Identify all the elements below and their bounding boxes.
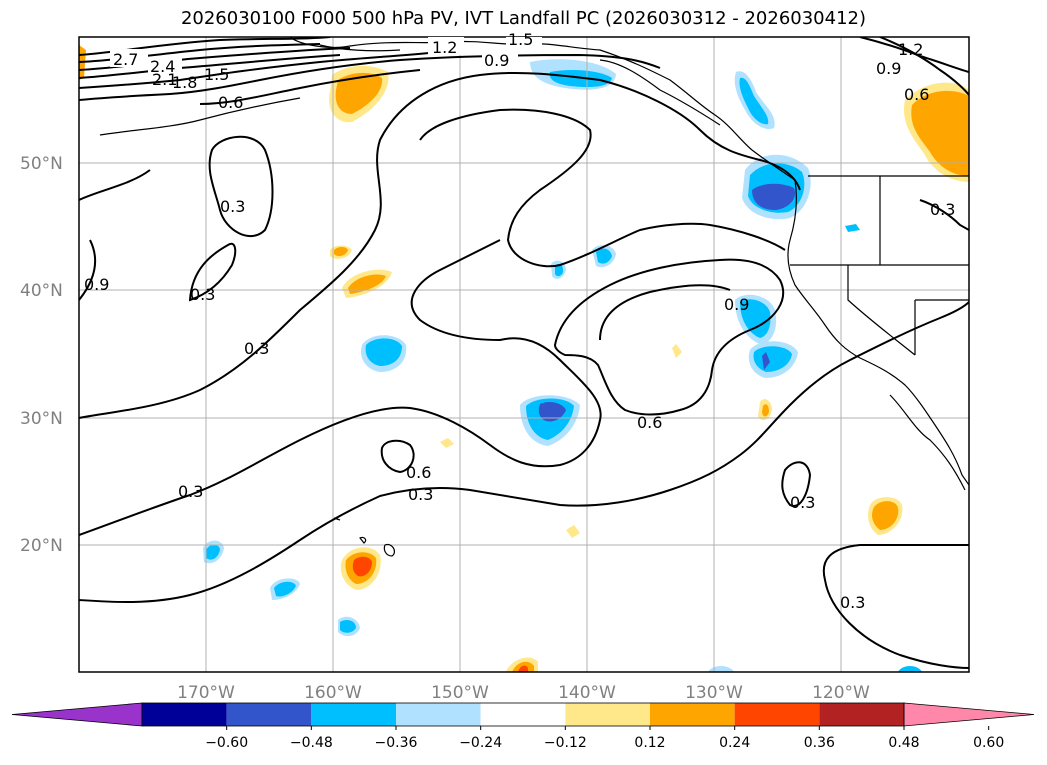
- colorbar-bin: [565, 703, 650, 726]
- colorbar-tick-label: −0.48: [290, 735, 333, 751]
- lat-label: 20°N: [20, 536, 63, 556]
- contour-label: 0.3: [244, 339, 269, 358]
- ivt-negative-blob: [274, 581, 296, 597]
- colorbar-bin: [650, 703, 735, 726]
- ivt-negative-blob: [845, 224, 860, 232]
- contour-label: 2.1: [152, 70, 177, 89]
- ivt-negative-blob: [708, 666, 734, 672]
- contour-label: 2.7: [113, 50, 138, 69]
- ivt-positive-blob: [872, 501, 899, 530]
- colorbar-tick-label: 0.36: [804, 735, 835, 751]
- map-title: 2026030100 F000 500 hPa PV, IVT Landfall…: [180, 8, 867, 29]
- contour-label: 0.6: [637, 413, 662, 432]
- longitude-labels: 170°W 160°W 150°W 140°W 130°W 120°W: [177, 683, 870, 703]
- ivt-negative-blob: [739, 77, 769, 125]
- ivt-negative-blob: [206, 544, 220, 560]
- contour-label: 1.5: [508, 30, 533, 49]
- contour-label: 1.5: [204, 65, 229, 84]
- colorbar: −0.60 −0.48 −0.36 −0.24 −0.12 0.12 0.24 0.36 0.4…: [11, 702, 1035, 751]
- contour-label: 0.6: [218, 93, 243, 112]
- ivt-negative-blob: [740, 299, 771, 338]
- colorbar-tick-label: −0.24: [459, 735, 502, 751]
- contour-label: 0.9: [876, 59, 901, 78]
- contour-label: 1.2: [432, 38, 457, 57]
- contour-label: 0.3: [790, 493, 815, 512]
- colorbar-frame: [141, 702, 905, 727]
- lat-label: 40°N: [20, 281, 63, 301]
- graticule: [79, 37, 969, 672]
- ivt-negative-blob: [365, 338, 402, 366]
- contour-label: 0.3: [840, 593, 865, 612]
- ivt-negative-blob: [753, 346, 792, 372]
- lon-label: 130°W: [685, 683, 743, 703]
- ivt-positive-blob: [518, 665, 528, 672]
- lon-label: 170°W: [177, 683, 235, 703]
- colorbar-bin: [311, 703, 396, 726]
- ivt-positive-blob: [348, 274, 386, 294]
- ivt-positive-blob: [335, 72, 383, 114]
- coastlines: [99, 37, 969, 557]
- ivt-positive-blob: [566, 525, 580, 538]
- lon-label: 160°W: [304, 683, 362, 703]
- contour-label: 0.3: [220, 197, 245, 216]
- colorbar-bin: [226, 703, 312, 726]
- ivt-negative-blob: [555, 264, 564, 277]
- contour-label: 0.9: [84, 275, 109, 294]
- pv-contours: [79, 37, 969, 669]
- colorbar-bin: [734, 703, 820, 726]
- contour-label: 0.9: [484, 51, 509, 70]
- colorbar-min-extension: [11, 702, 143, 727]
- ivt-negative-blob: [762, 352, 770, 370]
- colorbar-tick-label: −0.60: [205, 735, 248, 751]
- colorbar-tick-label: 0.24: [719, 735, 750, 751]
- colorbar-tick-label: 0.12: [634, 735, 665, 751]
- colorbar-tick-label: −0.36: [375, 735, 418, 751]
- contour-label: 1.8: [172, 73, 197, 92]
- colorbar-max-extension: [903, 702, 1035, 727]
- lon-label: 140°W: [558, 683, 616, 703]
- colorbar-tick-label: 0.60: [973, 735, 1004, 751]
- lat-label: 30°N: [20, 409, 63, 429]
- ivt-negative-blob: [538, 402, 566, 422]
- ivt-negative-blob: [752, 183, 796, 210]
- ivt-shading: [79, 45, 969, 672]
- contour-label: 0.6: [904, 85, 929, 104]
- lat-label: 50°N: [20, 154, 63, 174]
- ivt-positive-blob: [334, 247, 348, 257]
- colorbar-bin: [396, 703, 481, 726]
- contour-labels: 2.7 2.4 2.1 1.8 1.5 1.2 1.5 0.9 0.6 0.3 …: [84, 30, 955, 612]
- ivt-negative-blob: [596, 248, 612, 264]
- colorbar-bin: [819, 703, 904, 726]
- colorbar-bin: [480, 703, 566, 726]
- ivt-positive-blob: [352, 556, 372, 577]
- contour-label: 0.3: [178, 482, 203, 501]
- lon-label: 150°W: [431, 683, 489, 703]
- colorbar-tick-label: −0.12: [544, 735, 587, 751]
- contour-label: 0.6: [406, 463, 431, 482]
- ivt-positive-blob: [762, 404, 769, 417]
- ivt-positive-blob: [440, 438, 454, 448]
- ivt-positive-blob: [911, 90, 969, 176]
- contour-label: 0.9: [724, 295, 749, 314]
- ivt-negative-blob: [898, 666, 922, 672]
- ivt-positive-blob: [672, 344, 682, 358]
- contour-label: 0.3: [408, 485, 433, 504]
- contour-label: 2.4: [150, 57, 175, 76]
- colorbar-bin: [142, 703, 227, 726]
- ivt-negative-blob: [340, 620, 356, 633]
- contour-label: 1.2: [898, 40, 923, 59]
- lon-label: 120°W: [812, 683, 870, 703]
- latitude-labels: 50°N 40°N 30°N 20°N: [20, 154, 63, 556]
- plot-frame: [78, 36, 970, 673]
- contour-label: 0.3: [190, 285, 215, 304]
- colorbar-tick-label: 0.48: [888, 735, 919, 751]
- contour-label: 0.3: [930, 200, 955, 219]
